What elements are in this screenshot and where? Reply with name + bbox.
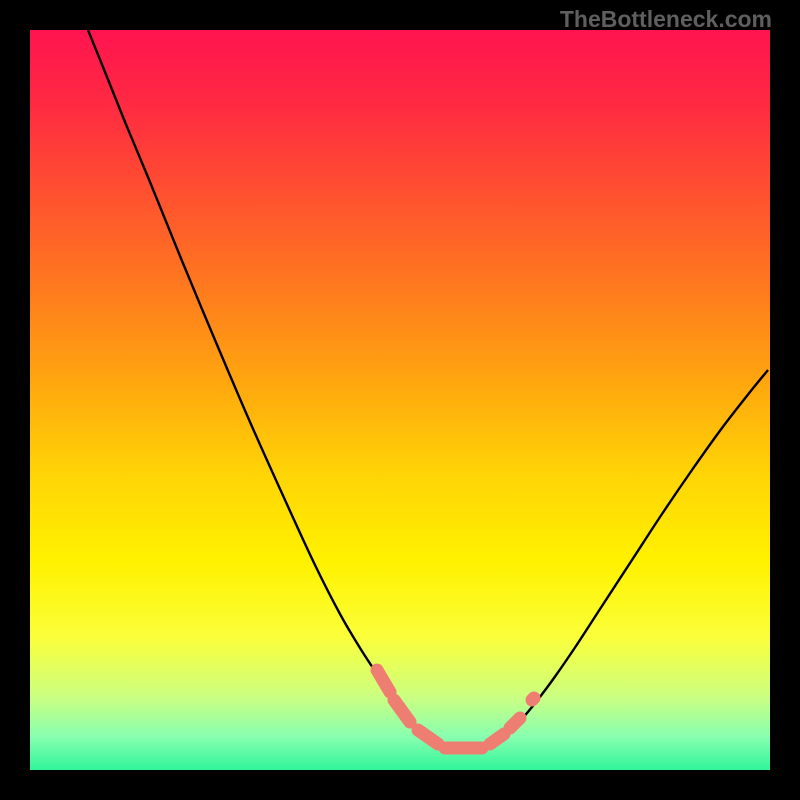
band-segment-4 <box>490 734 504 744</box>
segmented-band-overlay <box>0 0 800 800</box>
band-segment-2 <box>418 730 438 744</box>
watermark-text: TheBottleneck.com <box>560 6 772 33</box>
band-segment-6 <box>532 698 534 700</box>
band-segment-5 <box>510 718 520 728</box>
band-segment-1 <box>394 700 410 722</box>
band-segment-0 <box>377 670 390 692</box>
chart-stage: TheBottleneck.com <box>0 0 800 800</box>
